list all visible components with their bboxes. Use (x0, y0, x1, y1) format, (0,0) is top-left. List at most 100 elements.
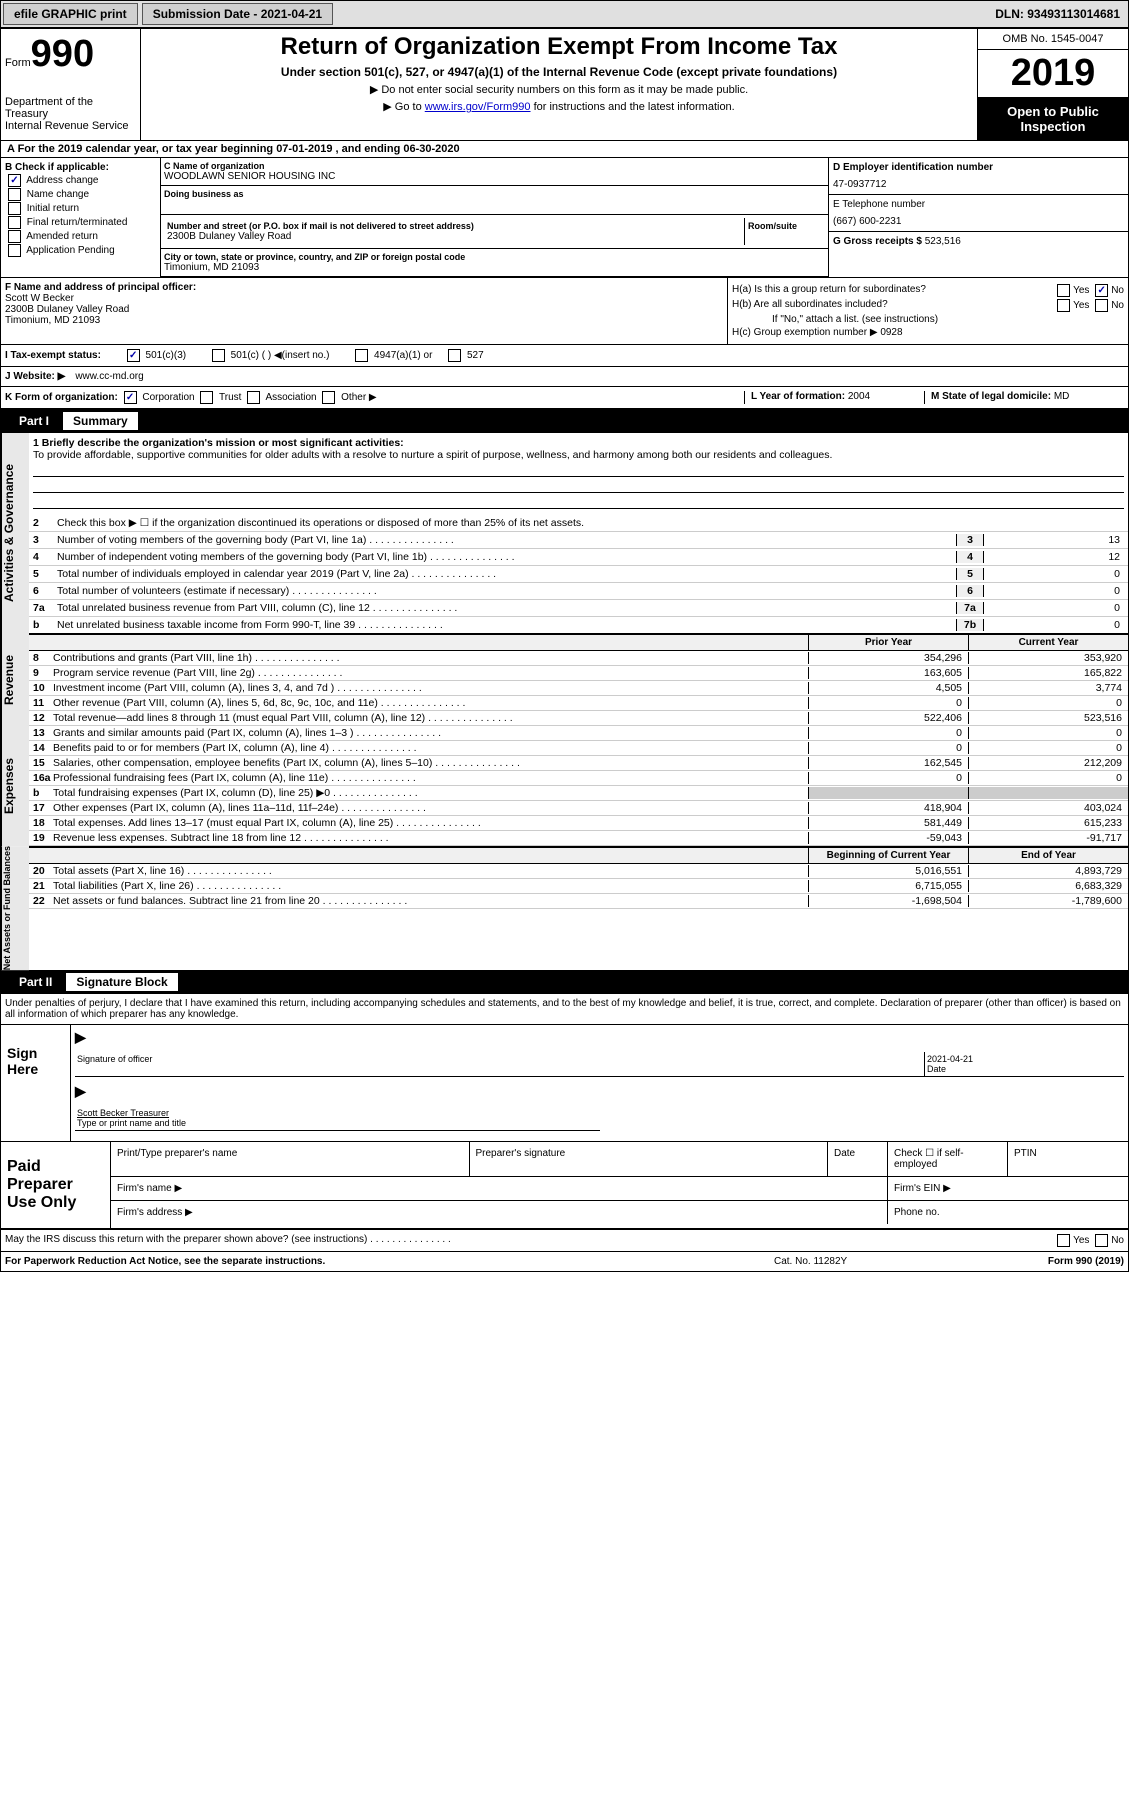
fin-line: 20Total assets (Part X, line 16)5,016,55… (29, 864, 1128, 879)
sign-fields: ▶ Signature of officer 2021-04-21 Date ▶… (71, 1025, 1128, 1141)
arrow-icon: ▶ (75, 1029, 86, 1045)
fin-line: 8Contributions and grants (Part VIII, li… (29, 651, 1128, 666)
officer-name: Scott W Becker (5, 293, 723, 304)
boxb-option[interactable]: Final return/terminated (5, 216, 156, 229)
trust-check[interactable] (200, 391, 213, 404)
room-box: Room/suite (745, 218, 825, 245)
sidebar-expenses: Expenses (1, 726, 29, 846)
sig-officer-label: Signature of officer (75, 1052, 924, 1076)
fin-line: 19Revenue less expenses. Subtract line 1… (29, 831, 1128, 846)
line-2: 2 Check this box ▶ ☐ if the organization… (29, 515, 1128, 531)
mission-text: To provide affordable, supportive commun… (33, 449, 1124, 461)
box-e: E Telephone number (667) 600-2231 (829, 195, 1128, 232)
preparer-label: Paid Preparer Use Only (1, 1142, 111, 1228)
officer-addr1: 2300B Dulaney Valley Road (5, 304, 723, 315)
box-d: D Employer identification number 47-0937… (829, 158, 1128, 195)
fin-line: 13Grants and similar amounts paid (Part … (29, 726, 1128, 741)
net-header-row: Beginning of Current Year End of Year (29, 846, 1128, 864)
section-a: A For the 2019 calendar year, or tax yea… (1, 141, 1128, 158)
boxb-option[interactable]: Amended return (5, 230, 156, 243)
fin-line: 11Other revenue (Part VIII, column (A), … (29, 696, 1128, 711)
rule-line (33, 495, 1124, 509)
prep-row-1: Print/Type preparer's name Preparer's si… (111, 1142, 1128, 1177)
discuss-no[interactable] (1095, 1234, 1108, 1247)
boxb-option[interactable]: Address change (5, 174, 156, 187)
mission-label: 1 Briefly describe the organization's mi… (33, 437, 1124, 449)
h-b: H(b) Are all subordinates included? Yes … (732, 299, 1124, 312)
irs-link[interactable]: www.irs.gov/Form990 (425, 101, 531, 113)
part2-header: Part IISignature Block (1, 970, 1128, 994)
assoc-check[interactable] (247, 391, 260, 404)
box-h: H(a) Is this a group return for subordin… (728, 278, 1128, 344)
boxb-option[interactable]: Name change (5, 188, 156, 201)
header-center: Return of Organization Exempt From Incom… (141, 29, 978, 140)
arrow-icon: ▶ (75, 1083, 86, 1099)
hb-yes[interactable] (1057, 299, 1070, 312)
receipts-val: 523,516 (925, 236, 961, 247)
other-check[interactable] (322, 391, 335, 404)
sidebar-netassets: Net Assets or Fund Balances (1, 846, 29, 970)
gov-line: 5Total number of individuals employed in… (29, 565, 1128, 582)
form-990-container: Form990 Department of the Treasury Inter… (0, 28, 1129, 1272)
org-name-box: C Name of organization WOODLAWN SENIOR H… (161, 158, 828, 186)
efile-button[interactable]: efile GRAPHIC print (3, 3, 138, 25)
website-val: www.cc-md.org (75, 371, 143, 382)
fin-line: 14Benefits paid to or for members (Part … (29, 741, 1128, 756)
ha-yes[interactable] (1057, 284, 1070, 297)
k-row: K Form of organization: Corporation Trus… (1, 387, 1128, 409)
discuss-row: May the IRS discuss this return with the… (1, 1230, 1128, 1252)
gov-line: 7aTotal unrelated business revenue from … (29, 599, 1128, 616)
public-inspection: Open to Public Inspection (978, 98, 1128, 140)
form-org: K Form of organization: Corporation Trus… (5, 391, 744, 404)
ein-label: D Employer identification number (833, 162, 1124, 173)
tax-year: 2019 (978, 50, 1128, 98)
begin-year-header: Beginning of Current Year (808, 848, 968, 863)
boxb-option[interactable]: Application Pending (5, 244, 156, 257)
preparer-block: Paid Preparer Use Only Print/Type prepar… (1, 1142, 1128, 1230)
header-left: Form990 Department of the Treasury Inter… (1, 29, 141, 140)
dln-label: DLN: 93493113014681 (987, 4, 1128, 24)
501c3-check[interactable] (127, 349, 140, 362)
org-name: WOODLAWN SENIOR HOUSING INC (164, 171, 825, 182)
sig-date: 2021-04-21 Date (924, 1052, 1124, 1076)
corp-check[interactable] (124, 391, 137, 404)
note-2: ▶ Go to www.irs.gov/Form990 for instruct… (145, 100, 973, 113)
penalty-statement: Under penalties of perjury, I declare th… (1, 994, 1128, 1025)
box-g: G Gross receipts $ 523,516 (829, 232, 1128, 251)
box-b: B Check if applicable: Address change Na… (1, 158, 161, 277)
ha-no[interactable] (1095, 284, 1108, 297)
box-b-label: B Check if applicable: (5, 162, 156, 173)
prep-row-3: Firm's address ▶ Phone no. (111, 1201, 1128, 1224)
501c-check[interactable] (212, 349, 225, 362)
box-m: M State of legal domicile: MD (924, 391, 1124, 404)
governance-content: 1 Briefly describe the organization's mi… (29, 433, 1128, 633)
prep-ptin-label: PTIN (1008, 1142, 1128, 1176)
dba-box: Doing business as (161, 186, 828, 215)
discuss-text: May the IRS discuss this return with the… (5, 1234, 451, 1247)
form-title: Return of Organization Exempt From Incom… (145, 33, 973, 61)
address-box: Number and street (or P.O. box if mail i… (164, 218, 745, 245)
address-row: Number and street (or P.O. box if mail i… (161, 215, 828, 249)
box-l: L Year of formation: 2004 (744, 391, 924, 404)
discuss-yes[interactable] (1057, 1234, 1070, 1247)
department-label: Department of the Treasury Internal Reve… (5, 96, 136, 132)
boxb-option[interactable]: Initial return (5, 202, 156, 215)
fin-line: bTotal fundraising expenses (Part IX, co… (29, 786, 1128, 801)
end-year-header: End of Year (968, 848, 1128, 863)
prep-name-label: Print/Type preparer's name (111, 1142, 470, 1176)
mission-block: 1 Briefly describe the organization's mi… (29, 433, 1128, 515)
hb-no[interactable] (1095, 299, 1108, 312)
omb-number: OMB No. 1545-0047 (978, 29, 1128, 50)
fin-line: 17Other expenses (Part IX, column (A), l… (29, 801, 1128, 816)
part1-header: Part ISummary (1, 409, 1128, 433)
fin-line: 18Total expenses. Add lines 13–17 (must … (29, 816, 1128, 831)
4947-check[interactable] (355, 349, 368, 362)
tax-status-row: I Tax-exempt status: 501(c)(3) 501(c) ( … (1, 345, 1128, 367)
527-check[interactable] (448, 349, 461, 362)
gov-line: 4Number of independent voting members of… (29, 548, 1128, 565)
city-label: City or town, state or province, country… (164, 252, 825, 262)
box-c-wrap: C Name of organization WOODLAWN SENIOR H… (161, 158, 828, 277)
gov-line: bNet unrelated business taxable income f… (29, 616, 1128, 633)
sidebar-governance: Activities & Governance (1, 433, 29, 633)
prep-self-label: Check ☐ if self-employed (888, 1142, 1008, 1176)
